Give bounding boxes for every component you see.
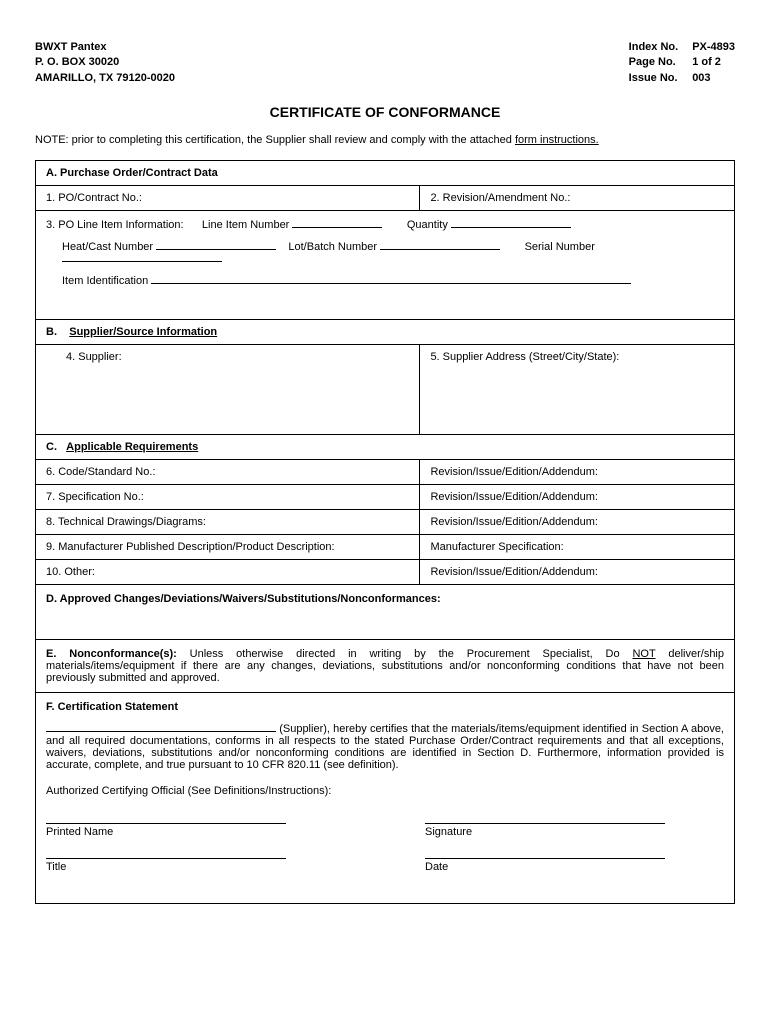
section-e-text-before: Unless otherwise directed in writing by … [177,648,633,660]
field-supplier-address: 5. Supplier Address (Street/City/State): [420,345,735,435]
field-specification: 7. Specification No.: [36,485,420,510]
signature-row-1: Printed Name Signature [46,823,724,838]
lot-batch-input[interactable] [380,249,500,250]
line-item-number-label: Line Item Number [202,219,289,231]
section-f-header: F. Certification Statement [46,701,724,713]
field-revision: 2. Revision/Amendment No.: [420,186,735,211]
section-b-text: Supplier/Source Information [69,326,217,338]
field-specification-rev: Revision/Issue/Edition/Addendum: [420,485,735,510]
section-b-prefix: B. [46,326,57,338]
section-d: D. Approved Changes/Deviations/Waivers/S… [36,585,735,640]
note: NOTE: prior to completing this certifica… [35,134,735,146]
date-label: Date [425,861,724,873]
field-drawings-rev: Revision/Issue/Edition/Addendum: [420,510,735,535]
field-other-rev: Revision/Issue/Edition/Addendum: [420,560,735,585]
header-right: Index No. PX-4893 Page No. 1 of 2 Issue … [629,40,735,86]
field-manufacturer-spec: Manufacturer Specification: [420,535,735,560]
serial-label: Serial Number [525,241,595,253]
title-label: Title [46,861,345,873]
field-po-contract: 1. PO/Contract No.: [36,186,420,211]
page-title: CERTIFICATE OF CONFORMANCE [35,104,735,120]
heat-cast-input[interactable] [156,249,276,250]
section-b-header: B. Supplier/Source Information [36,320,735,345]
field-code-standard-rev: Revision/Issue/Edition/Addendum: [420,460,735,485]
field-code-standard: 6. Code/Standard No.: [36,460,420,485]
line-item-label: 3. PO Line Item Information: [46,219,184,231]
address: AMARILLO, TX 79120-0020 [35,71,175,86]
section-e-not: NOT [632,648,655,660]
header-left: BWXT Pantex P. O. BOX 30020 AMARILLO, TX… [35,40,175,86]
field-drawings: 8. Technical Drawings/Diagrams: [36,510,420,535]
section-c-prefix: C. [46,441,57,453]
page-label: Page No. [629,55,679,70]
signature-row-2: Title Date [46,858,724,873]
quantity-label: Quantity [407,219,448,231]
field-other: 10. Other: [36,560,420,585]
index-label: Index No. [629,40,679,55]
authorized-official-label: Authorized Certifying Official (See Defi… [46,785,724,797]
signature-label: Signature [425,826,724,838]
note-prefix: NOTE: prior to completing this certifica… [35,134,515,146]
serial-input[interactable] [62,261,222,262]
field-supplier: 4. Supplier: [36,345,420,435]
header: BWXT Pantex P. O. BOX 30020 AMARILLO, TX… [35,40,735,86]
item-id-label: Item Identification [62,275,148,287]
section-e: E. Nonconformance(s): Unless otherwise d… [36,640,735,693]
form-table: A. Purchase Order/Contract Data 1. PO/Co… [35,160,735,904]
section-e-label: E. Nonconformance(s): [46,648,177,660]
supplier-name-input[interactable] [46,731,276,732]
po-box: P. O. BOX 30020 [35,55,175,70]
field-manufacturer-desc: 9. Manufacturer Published Description/Pr… [36,535,420,560]
printed-name-label: Printed Name [46,826,345,838]
index-value: PX-4893 [692,40,735,55]
section-a-header: A. Purchase Order/Contract Data [36,161,735,186]
note-link: form instructions. [515,134,599,146]
issue-value: 003 [692,71,735,86]
issue-label: Issue No. [629,71,679,86]
section-c-text: Applicable Requirements [66,441,198,453]
section-c-header: C. Applicable Requirements [36,435,735,460]
item-id-input[interactable] [151,283,631,284]
heat-cast-label: Heat/Cast Number [62,241,153,253]
quantity-input[interactable] [451,227,571,228]
field-line-item-info: 3. PO Line Item Information: Line Item N… [36,211,735,320]
lot-batch-label: Lot/Batch Number [288,241,377,253]
company-name: BWXT Pantex [35,40,175,55]
page-value: 1 of 2 [692,55,735,70]
section-f: F. Certification Statement (Supplier), h… [36,693,735,904]
section-f-body: (Supplier), hereby certifies that the ma… [46,723,724,771]
line-item-number-input[interactable] [292,227,382,228]
